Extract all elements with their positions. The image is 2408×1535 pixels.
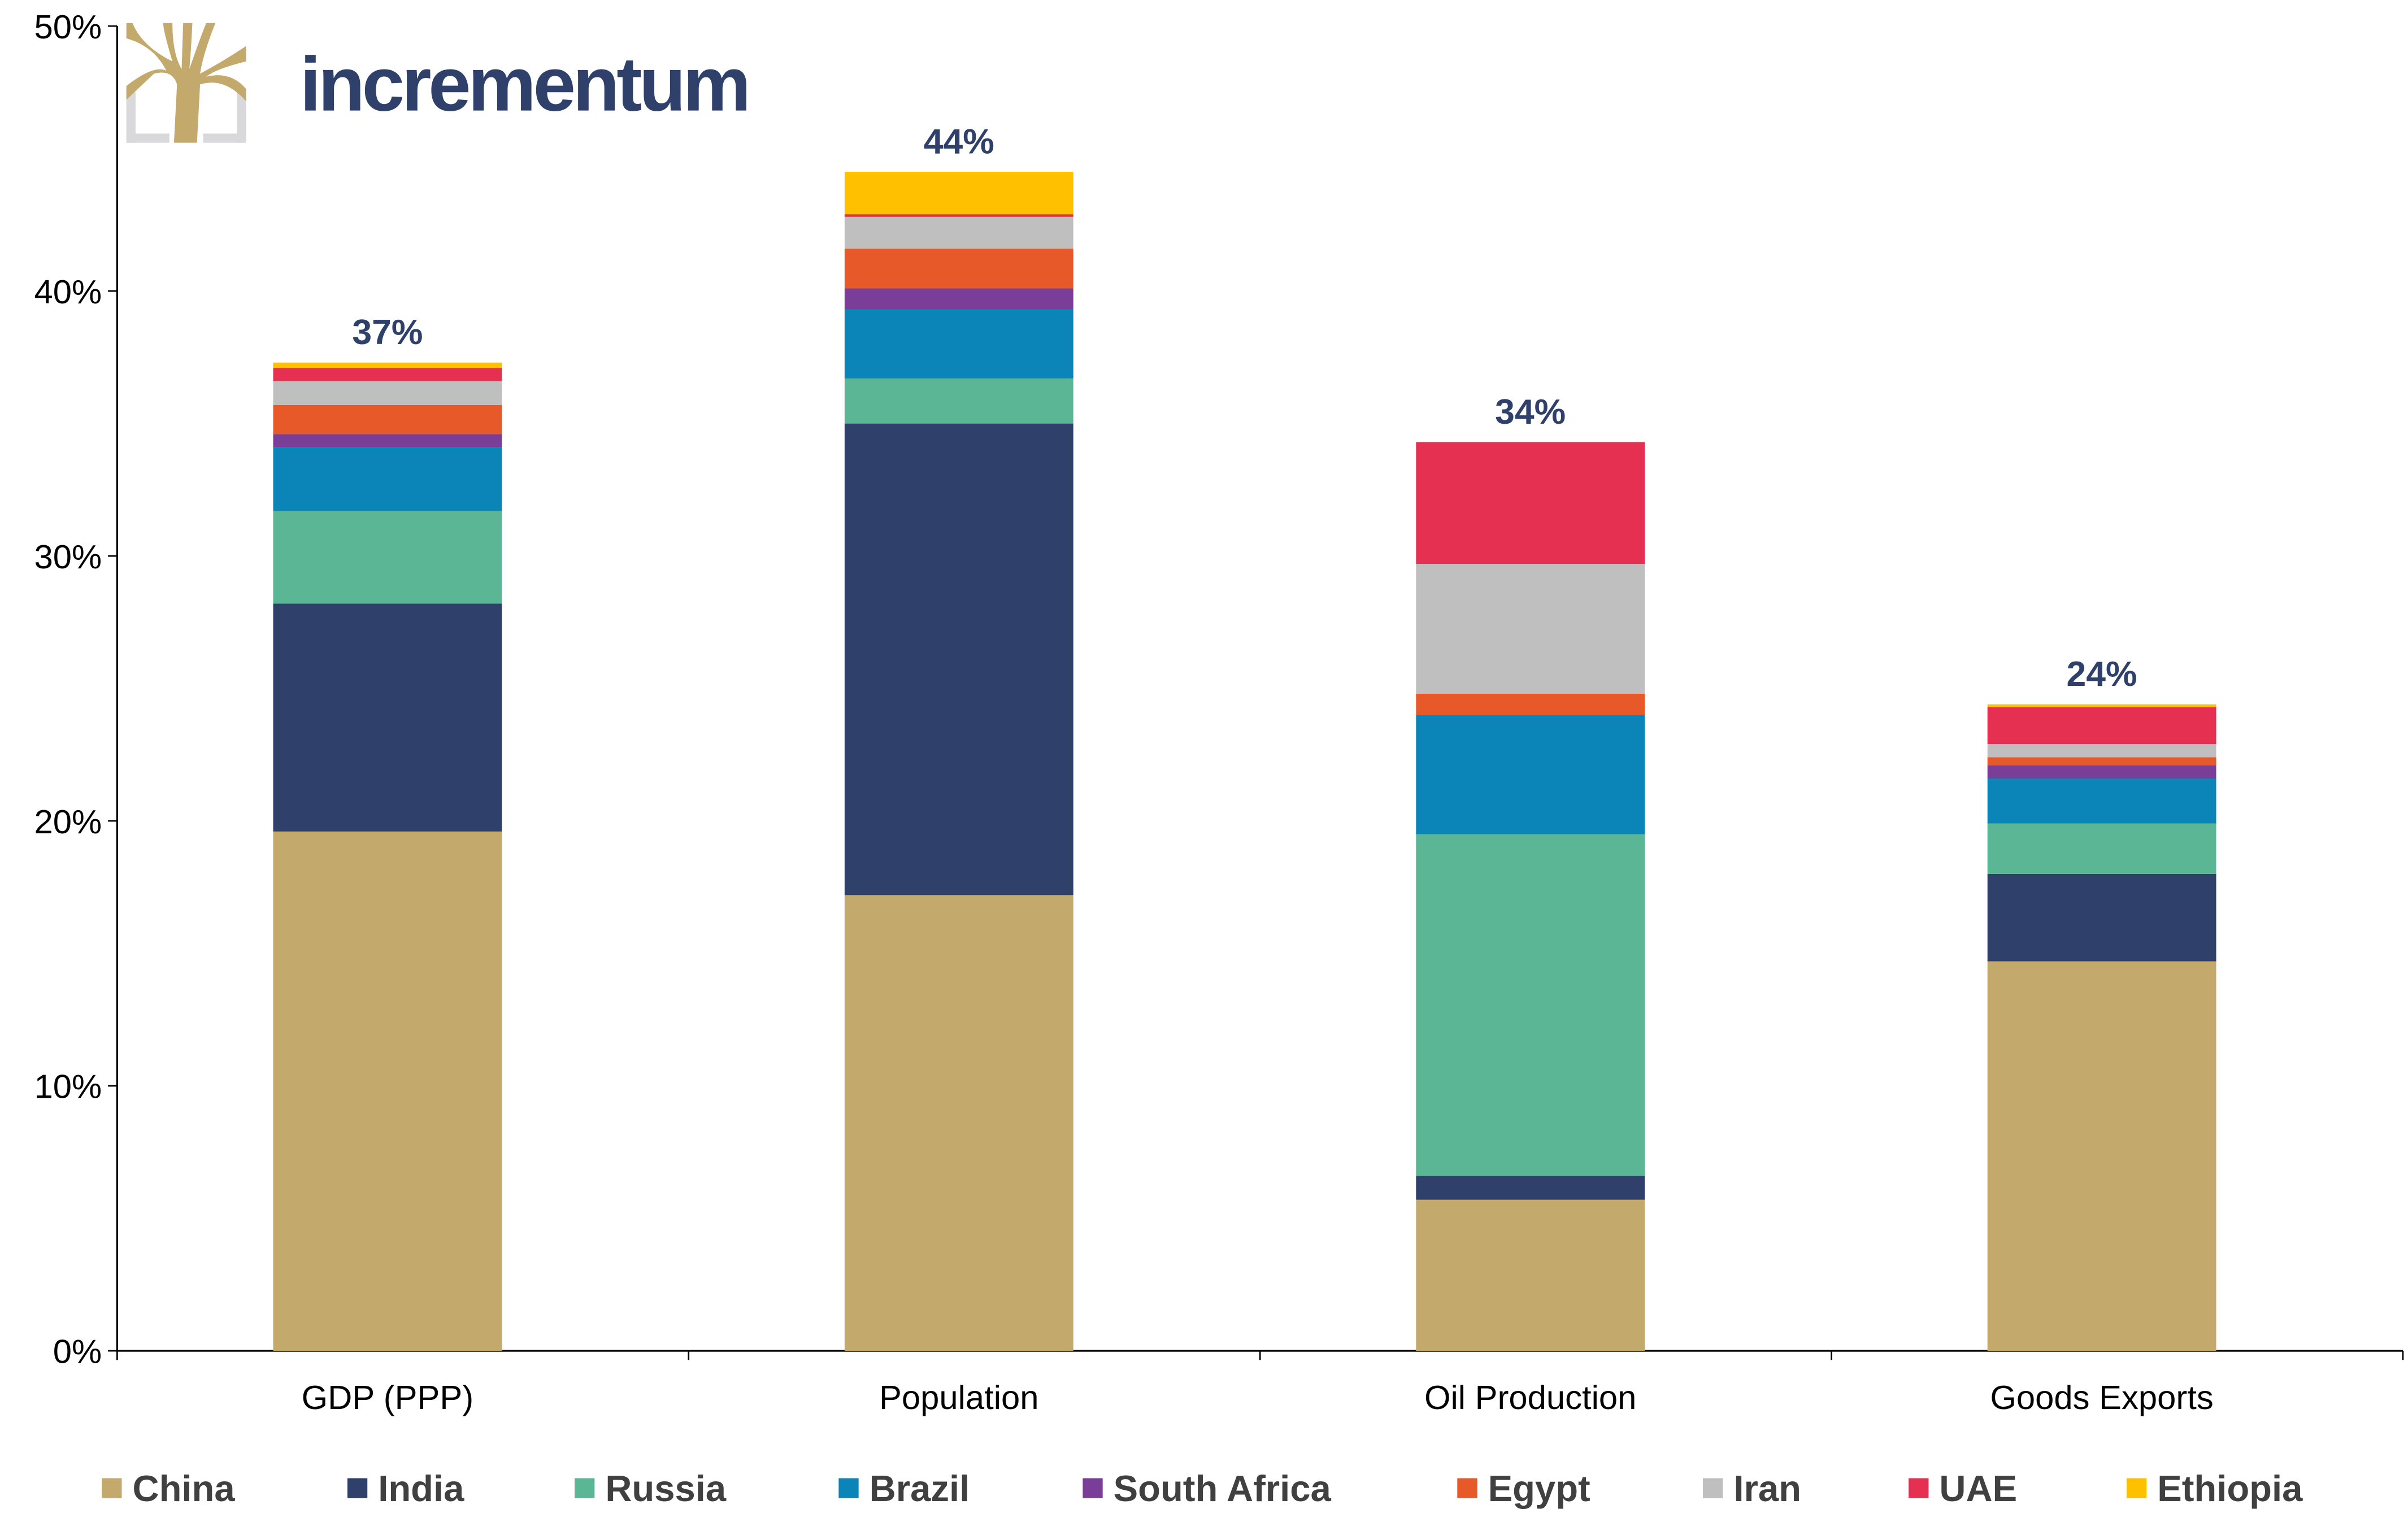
bar-segment-russia [1416,834,1645,1176]
bar-segment-russia [844,378,1073,424]
bar-segment-egypt [844,249,1073,289]
legend-swatch [102,1478,122,1498]
bar-segment-uae [1416,442,1645,564]
bar-segment-brazil [1987,779,2216,824]
total-label: 34% [1495,392,1566,432]
bar-segment-china [1416,1199,1645,1351]
total-label: 24% [2067,654,2137,694]
bar-segment-south-africa [1987,765,2216,779]
legend-label: India [378,1468,464,1509]
bar-segment-egypt [1987,757,2216,766]
legend-label: Ethiopia [2157,1468,2303,1509]
legend-label: China [133,1468,236,1509]
y-tick-label: 40% [34,273,102,311]
legend-label: Brazil [870,1468,970,1509]
category-label: Population [879,1379,1038,1416]
logo: incrementum [126,23,751,143]
bar-segment-china [1987,961,2216,1351]
total-label: 37% [352,312,423,352]
y-tick-label: 20% [34,803,102,841]
legend-swatch [838,1478,859,1498]
legend-swatch [2126,1478,2147,1498]
bar-segment-china [273,831,502,1351]
legend-swatch [1909,1478,1929,1498]
legend-label: Russia [605,1468,727,1509]
bar-segment-iran [1416,564,1645,694]
y-tick-label: 30% [34,538,102,576]
tree-logo-icon [126,23,246,143]
bar-segment-india [1987,873,2216,962]
bar-segment-uae [844,214,1073,217]
legend-label: UAE [1939,1468,2017,1509]
bar-segment-iran [844,216,1073,249]
bars: 37% GDP (PPP) 44% Population 34% Oil Producti… [273,122,2216,1416]
legend-label: South Africa [1114,1468,1332,1509]
legend-swatch [1457,1478,1477,1498]
y-tick-label: 0% [53,1333,102,1371]
total-label: 44% [924,122,994,162]
y-tick-label: 10% [34,1068,102,1106]
bar-segment-ethiopia [273,362,502,368]
bar-segment-russia [273,511,502,604]
bar-segment-india [273,603,502,832]
bar-segment-uae [273,368,502,381]
bar-segment-india [1416,1176,1645,1200]
bar-segment-uae [1987,707,2216,745]
legend-label: Egypt [1488,1468,1590,1509]
bar-segment-brazil [844,309,1073,379]
legend: China India Russia Brazil South Africa Egypt I… [102,1468,2303,1509]
legend-swatch [1703,1478,1723,1498]
bar-segment-egypt [1416,693,1645,715]
legend-swatch [347,1478,368,1498]
bar-segment-ethiopia [1987,704,2216,707]
bar-segment-iran [1987,744,2216,758]
legend-swatch [575,1478,595,1498]
y-tick-label: 50% [34,8,102,46]
legend-swatch [1083,1478,1103,1498]
category-label: Oil Production [1424,1379,1636,1416]
bar-segment-brazil [1416,715,1645,834]
legend-label: Iran [1733,1468,1801,1509]
bar-segment-south-africa [844,288,1073,310]
bar-segment-brazil [273,447,502,511]
bar-segment-egypt [273,405,502,434]
bar-segment-china [844,895,1073,1351]
bar-segment-south-africa [273,434,502,447]
bar-segment-india [844,423,1073,895]
logo-wordmark: incrementum [300,41,748,127]
bar-segment-russia [1987,823,2216,874]
category-label: Goods Exports [1990,1379,2213,1416]
bar-segment-ethiopia [844,172,1073,215]
bar-segment-iran [273,381,502,405]
category-label: GDP (PPP) [302,1379,473,1416]
